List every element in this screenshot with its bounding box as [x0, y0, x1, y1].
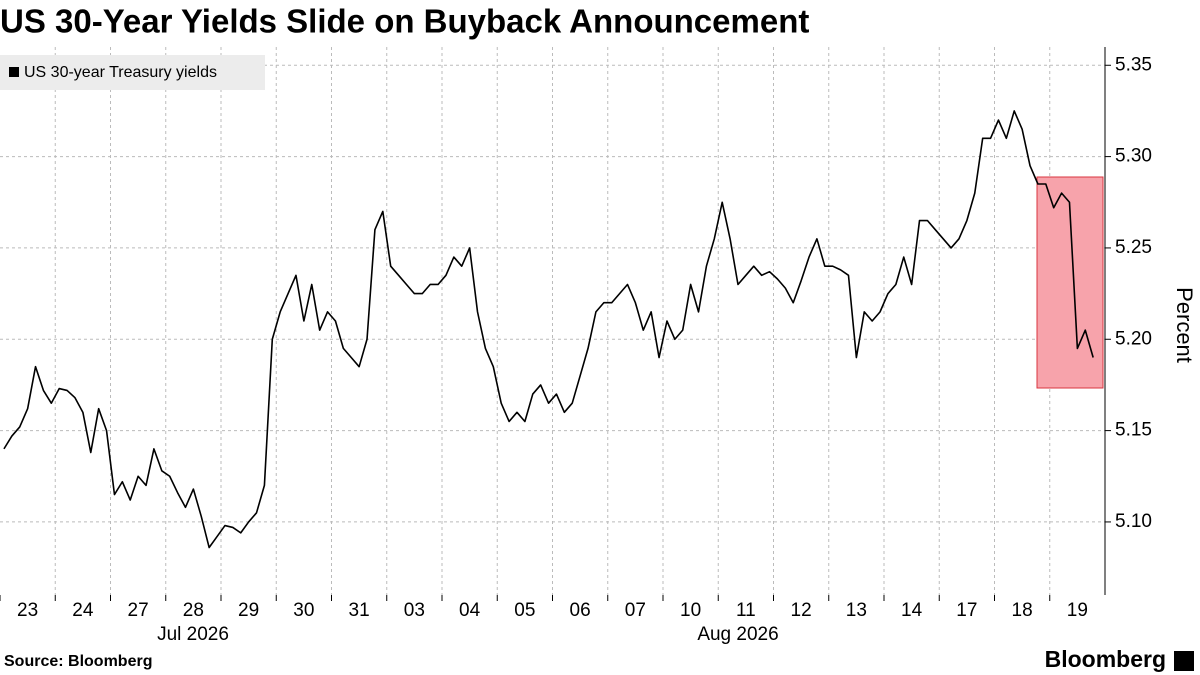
x-tick-label: 07 — [625, 600, 646, 621]
y-tick-label: 5.20 — [1115, 328, 1152, 349]
line-series — [3, 110, 1094, 549]
x-tick-label: 24 — [72, 600, 94, 621]
x-tick-label: 06 — [570, 600, 591, 621]
x-tick-label: 23 — [17, 600, 38, 621]
x-tick-label: 28 — [183, 600, 204, 621]
x-group-label: Aug 2026 — [697, 624, 778, 645]
x-tick-label: 03 — [404, 600, 425, 621]
y-tick-label: 5.25 — [1115, 237, 1152, 258]
x-tick-label: 27 — [128, 600, 149, 621]
y-tick-label: 5.15 — [1115, 420, 1152, 441]
x-tick-label: 11 — [736, 600, 756, 621]
legend: US 30-year Treasury yields — [0, 55, 265, 90]
x-tick-label: 18 — [1012, 600, 1033, 621]
brand-icon — [1174, 651, 1194, 671]
y-axis-label: Percent — [1172, 287, 1197, 363]
legend-label: US 30-year Treasury yields — [24, 64, 217, 81]
y-tick-label: 5.10 — [1115, 511, 1152, 532]
source: Source: Bloomberg — [4, 653, 152, 670]
grid — [0, 47, 1105, 595]
x-tick-label: 31 — [349, 600, 370, 621]
x-tick-label: 29 — [238, 600, 259, 621]
x-tick-label: 19 — [1067, 600, 1088, 621]
x-tick-label: 14 — [901, 600, 923, 621]
x-tick-label: 12 — [791, 600, 812, 621]
x-tick-label: 04 — [459, 600, 481, 621]
x-tick-label: 13 — [846, 600, 867, 621]
legend-swatch — [9, 67, 19, 77]
y-tick-label: 5.30 — [1115, 146, 1152, 167]
x-tick-label: 05 — [514, 600, 535, 621]
x-group-label: Jul 2026 — [157, 624, 229, 645]
x-tick-label: 10 — [680, 600, 701, 621]
chart-title: US 30-Year Yields Slide on Buyback Annou… — [0, 3, 809, 40]
y-tick-label: 5.35 — [1115, 54, 1152, 75]
legend-box — [0, 55, 265, 90]
x-tick-label: 17 — [956, 600, 977, 621]
x-tick-label: 30 — [293, 600, 314, 621]
brand: Bloomberg — [1045, 646, 1166, 672]
